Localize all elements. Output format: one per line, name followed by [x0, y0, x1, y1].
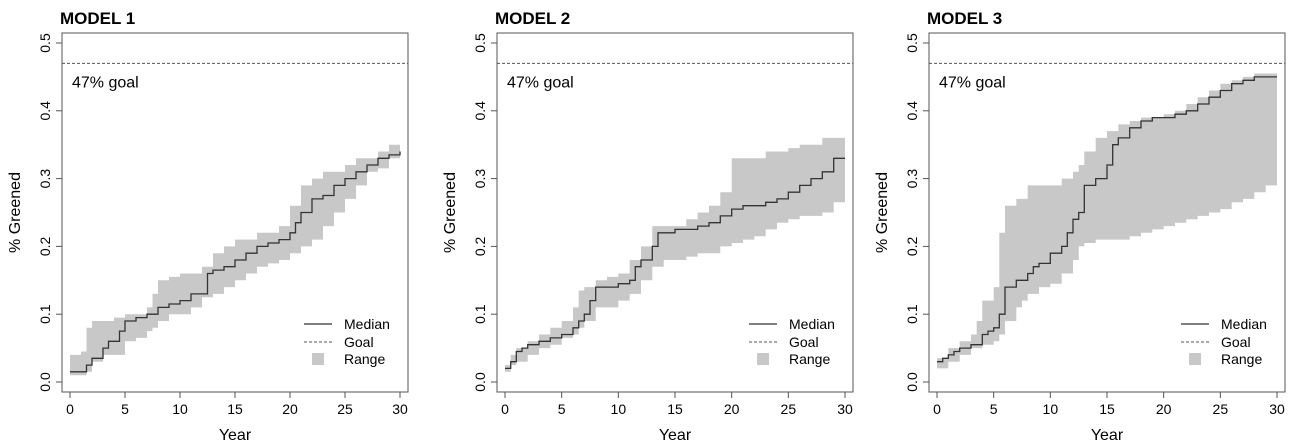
y-tick-label: 0.2	[37, 236, 53, 256]
median-line	[70, 151, 401, 373]
x-axis-label: Year	[1091, 427, 1124, 444]
x-tick-label: 0	[933, 401, 941, 417]
y-tick-label: 0.1	[472, 304, 488, 324]
legend-goal-label: Goal	[344, 334, 374, 350]
legend-median-label: Median	[1221, 316, 1267, 332]
x-tick-label: 5	[990, 401, 998, 417]
median-line	[505, 157, 845, 370]
x-tick-label: 10	[172, 401, 188, 417]
legend-goal-label: Goal	[1221, 334, 1251, 350]
x-tick-label: 30	[837, 401, 853, 417]
x-tick-label: 5	[121, 401, 129, 417]
legend-range-swatch	[757, 353, 769, 365]
y-tick-label: 0.4	[472, 101, 488, 121]
y-tick-label: 0.3	[37, 169, 53, 189]
legend-median-label: Median	[344, 316, 390, 332]
goal-label: 47% goal	[939, 74, 1006, 91]
median-line	[937, 76, 1277, 363]
y-tick-label: 0.0	[472, 372, 488, 392]
range-band	[70, 141, 400, 376]
x-tick-label: 15	[667, 401, 683, 417]
x-tick-label: 30	[392, 401, 408, 417]
x-tick-label: 25	[781, 401, 797, 417]
x-tick-label: 0	[501, 401, 509, 417]
y-tick-label: 0.0	[37, 372, 53, 392]
y-tick-label: 0.2	[904, 236, 920, 256]
panel-title: MODEL 2	[495, 9, 570, 28]
legend-median-label: Median	[789, 316, 835, 332]
legend-range-swatch	[312, 353, 324, 365]
x-tick-label: 20	[1156, 401, 1172, 417]
x-axis-label: Year	[219, 427, 252, 444]
y-tick-label: 0.4	[37, 101, 53, 121]
y-tick-label: 0.1	[904, 304, 920, 324]
legend-range-label: Range	[1221, 351, 1262, 367]
panel-title: MODEL 1	[60, 9, 135, 28]
y-axis-label: % Greened	[442, 172, 459, 253]
x-tick-label: 25	[1213, 401, 1229, 417]
x-tick-label: 10	[1043, 401, 1059, 417]
goal-label: 47% goal	[507, 74, 574, 91]
y-tick-label: 0.3	[904, 169, 920, 189]
legend-range-label: Range	[789, 351, 830, 367]
x-tick-label: 5	[558, 401, 566, 417]
x-axis-label: Year	[659, 427, 692, 444]
y-tick-label: 0.4	[904, 101, 920, 121]
x-tick-label: 25	[337, 401, 353, 417]
y-tick-label: 0.5	[904, 33, 920, 53]
legend-range-label: Range	[344, 351, 385, 367]
y-tick-label: 0.5	[472, 33, 488, 53]
x-tick-label: 30	[1269, 401, 1285, 417]
y-tick-label: 0.2	[472, 236, 488, 256]
legend-range-swatch	[1189, 353, 1201, 365]
y-axis-label: % Greened	[874, 172, 891, 253]
y-tick-label: 0.3	[472, 169, 488, 189]
y-tick-label: 0.1	[37, 304, 53, 324]
y-axis-label: % Greened	[7, 172, 24, 253]
x-tick-label: 0	[66, 401, 74, 417]
x-tick-label: 10	[611, 401, 627, 417]
x-tick-label: 15	[1099, 401, 1115, 417]
legend-goal-label: Goal	[789, 334, 819, 350]
panel-title: MODEL 3	[927, 9, 1002, 28]
y-tick-label: 0.5	[37, 33, 53, 53]
x-tick-label: 15	[227, 401, 243, 417]
y-tick-label: 0.0	[904, 372, 920, 392]
goal-label: 47% goal	[72, 74, 139, 91]
x-tick-label: 20	[724, 401, 740, 417]
range-band	[937, 73, 1277, 369]
x-tick-label: 20	[282, 401, 298, 417]
